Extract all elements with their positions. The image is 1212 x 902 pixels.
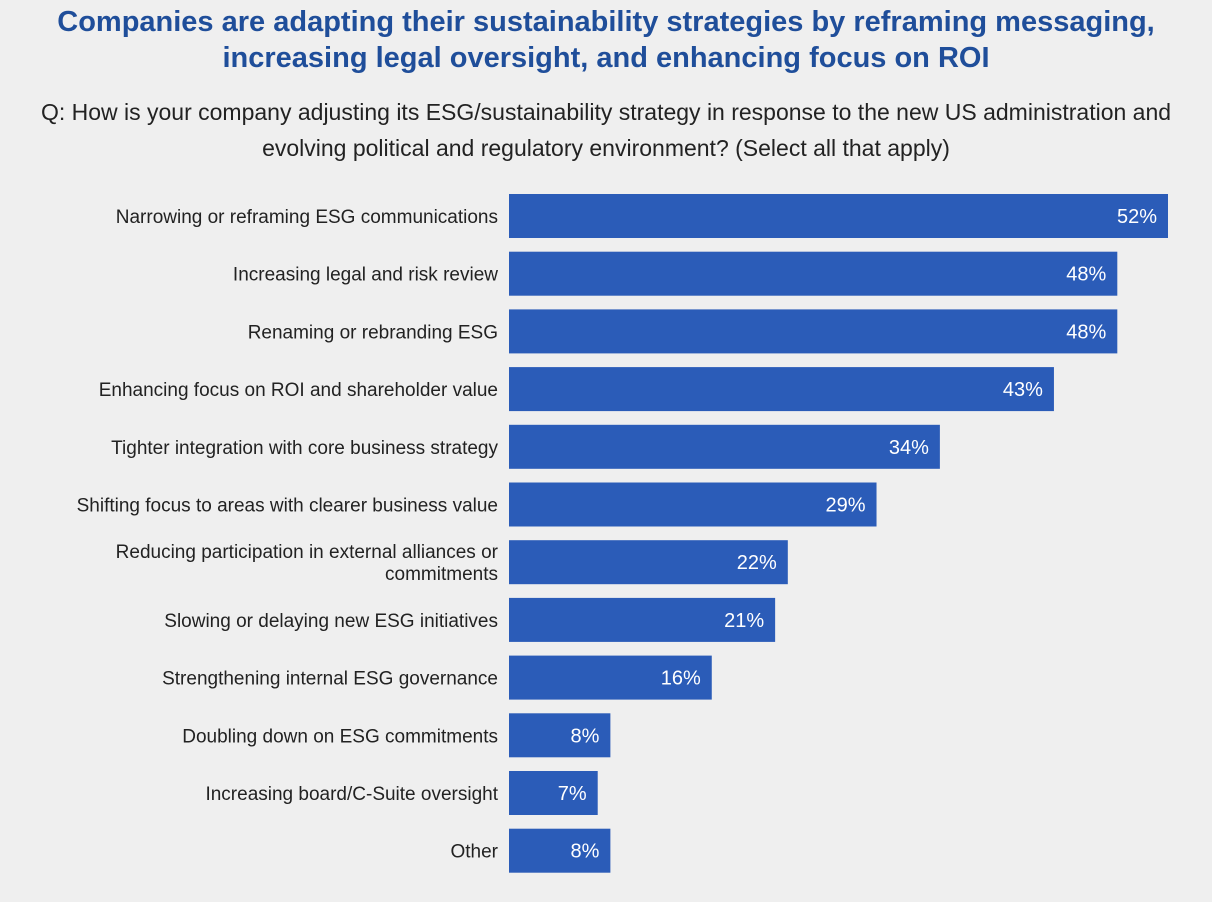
bar-11 — [509, 828, 611, 873]
category-label-7: Slowing or delaying new ESG initiatives — [164, 611, 498, 632]
bar-7 — [509, 597, 776, 642]
bar-8 — [509, 655, 712, 700]
value-label-3: 43% — [1003, 379, 1043, 401]
category-label-10: Increasing board/C-Suite oversight — [205, 784, 498, 805]
bar-6 — [509, 540, 788, 585]
value-label-1: 48% — [1066, 264, 1106, 286]
category-label-4: Tighter integration with core business s… — [111, 438, 498, 459]
bar-4 — [509, 424, 940, 469]
value-label-11: 8% — [570, 841, 599, 863]
category-label-0: Narrowing or reframing ESG communication… — [116, 207, 498, 228]
bar-1 — [509, 251, 1118, 296]
value-label-6: 22% — [737, 552, 777, 574]
category-label-6: Reducing participation in external allia… — [116, 542, 499, 585]
category-label-11: Other — [450, 842, 498, 863]
bar-0 — [509, 194, 1168, 238]
value-label-4: 34% — [889, 437, 929, 459]
bar-9 — [509, 713, 611, 758]
bar-10 — [509, 771, 598, 815]
bar-2 — [509, 309, 1118, 354]
bar-3 — [509, 367, 1054, 412]
value-label-8: 16% — [661, 668, 701, 690]
value-label-10: 7% — [558, 783, 587, 805]
value-label-2: 48% — [1066, 321, 1106, 343]
value-label-0: 52% — [1117, 206, 1157, 228]
chart-subtitle: Q: How is your company adjusting its ESG… — [40, 99, 1172, 161]
category-label-5: Shifting focus to areas with clearer bus… — [77, 496, 498, 517]
category-label-1: Increasing legal and risk review — [233, 265, 498, 286]
chart-title: Companies are adapting their sustainabil… — [57, 6, 1155, 74]
category-label-2: Renaming or rebranding ESG — [248, 322, 498, 343]
category-label-8: Strengthening internal ESG governance — [162, 669, 498, 690]
category-label-3: Enhancing focus on ROI and shareholder v… — [99, 380, 498, 401]
bar-5 — [509, 482, 877, 527]
value-label-7: 21% — [724, 610, 764, 632]
value-label-9: 8% — [570, 725, 599, 747]
value-label-5: 29% — [825, 495, 865, 517]
category-label-9: Doubling down on ESG commitments — [182, 726, 498, 747]
